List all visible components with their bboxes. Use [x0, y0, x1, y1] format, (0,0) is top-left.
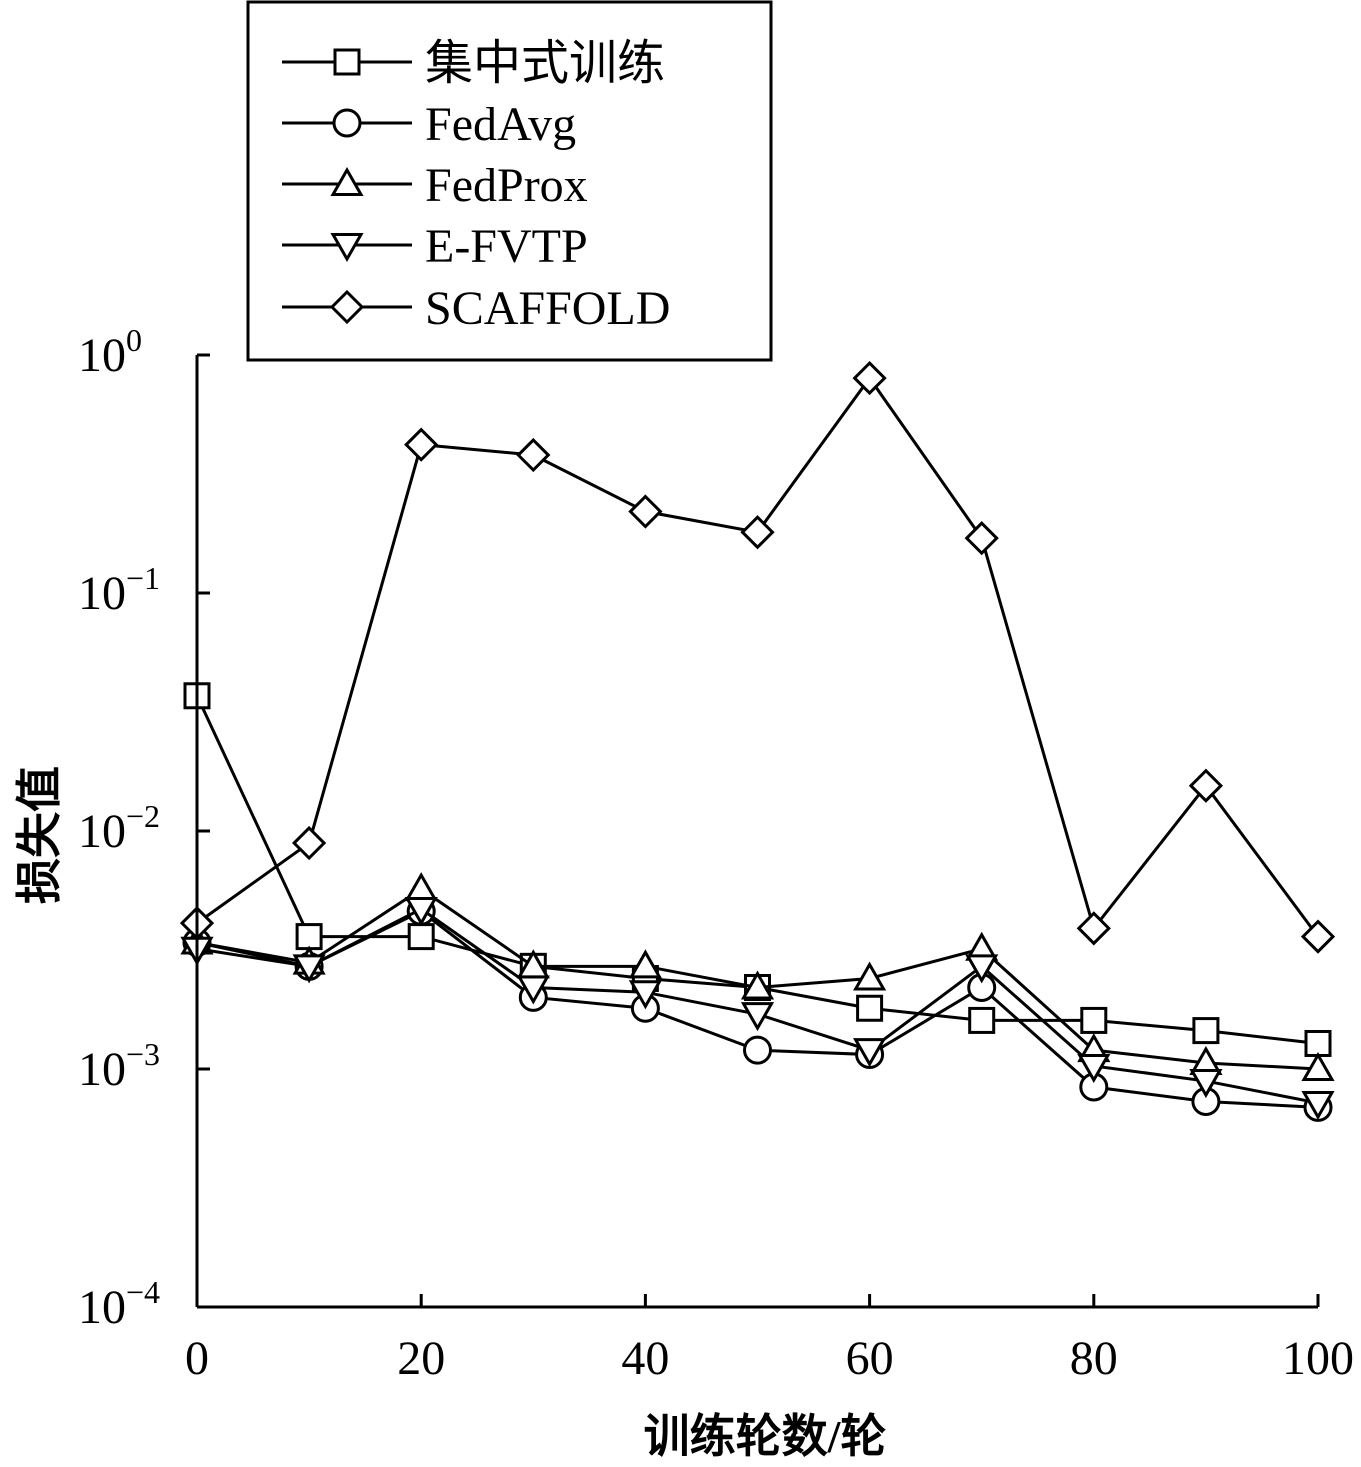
legend-label: E-FVTP	[425, 220, 588, 273]
data-point	[1192, 1017, 1220, 1045]
legend-label: FedAvg	[425, 98, 576, 151]
legend-entry: 集中式训练	[282, 37, 665, 90]
legend-entry: SCAFFOLD	[282, 282, 670, 335]
legend-marker	[329, 289, 365, 325]
data-point	[1080, 1006, 1108, 1034]
legend: 集中式训练 FedAvg FedProx E-FVTP SCAFFOLD	[246, 0, 773, 362]
data-point	[964, 521, 999, 556]
series-layer	[179, 360, 1336, 1122]
series-diamond	[179, 360, 1336, 954]
legend-marker	[330, 166, 364, 196]
data-point	[740, 1002, 775, 1032]
y-tick-label: 10−2	[78, 798, 160, 858]
data-point	[1077, 1053, 1111, 1083]
x-tick-label: 80	[1070, 1332, 1118, 1385]
data-point	[628, 980, 662, 1010]
data-point	[740, 970, 775, 1000]
data-point	[1188, 768, 1224, 803]
data-point	[291, 825, 327, 861]
legend-entry: FedProx	[282, 159, 588, 212]
data-point	[856, 994, 884, 1022]
x-axis-title: 训练轮数/轮	[644, 1411, 887, 1462]
y-axis-title: 损失值	[14, 766, 65, 904]
data-point	[516, 975, 550, 1005]
y-tick-label: 10−4	[78, 1274, 160, 1334]
data-point	[295, 923, 323, 951]
data-point	[740, 515, 775, 550]
data-point	[743, 1035, 772, 1065]
legend-marker	[330, 233, 364, 263]
data-point	[853, 1038, 887, 1068]
data-point	[968, 1006, 996, 1034]
data-point	[1301, 1090, 1335, 1120]
legend-label: 集中式训练	[425, 37, 665, 90]
x-tick-label: 100	[1282, 1332, 1354, 1385]
data-point	[516, 437, 551, 473]
series-triangle-down	[180, 897, 1335, 1120]
legend-label: SCAFFOLD	[425, 282, 670, 335]
data-point	[404, 897, 438, 927]
x-tick-label: 20	[397, 1332, 445, 1385]
axes: 0 20 40 60 80 100 100 10−1 10−2 10−3 10−4	[78, 322, 1354, 1385]
data-point	[407, 923, 435, 951]
data-point	[404, 872, 438, 902]
legend-marker	[333, 48, 361, 76]
data-point	[628, 949, 662, 979]
data-point	[1300, 919, 1336, 954]
series-square	[183, 682, 1332, 1057]
data-point	[1301, 1051, 1335, 1081]
y-tick-label: 10−3	[78, 1036, 160, 1096]
data-point	[628, 494, 663, 529]
data-point	[1076, 911, 1111, 946]
data-point	[1304, 1029, 1332, 1057]
x-tick-label: 0	[185, 1332, 209, 1385]
data-point	[404, 427, 439, 462]
x-tick-label: 60	[846, 1332, 894, 1385]
series-line	[196, 375, 1320, 938]
data-point	[852, 360, 887, 396]
y-tick-label: 100	[78, 322, 142, 382]
data-point	[965, 954, 999, 984]
legend-entry: E-FVTP	[282, 220, 588, 273]
data-point	[1189, 1069, 1223, 1099]
legend-label: FedProx	[425, 159, 588, 212]
x-tick-label: 40	[621, 1332, 669, 1385]
legend-marker	[332, 108, 362, 138]
data-point	[292, 954, 326, 984]
y-tick-label: 10−1	[78, 560, 160, 620]
data-point	[853, 961, 887, 991]
legend-entry: FedAvg	[282, 98, 576, 151]
